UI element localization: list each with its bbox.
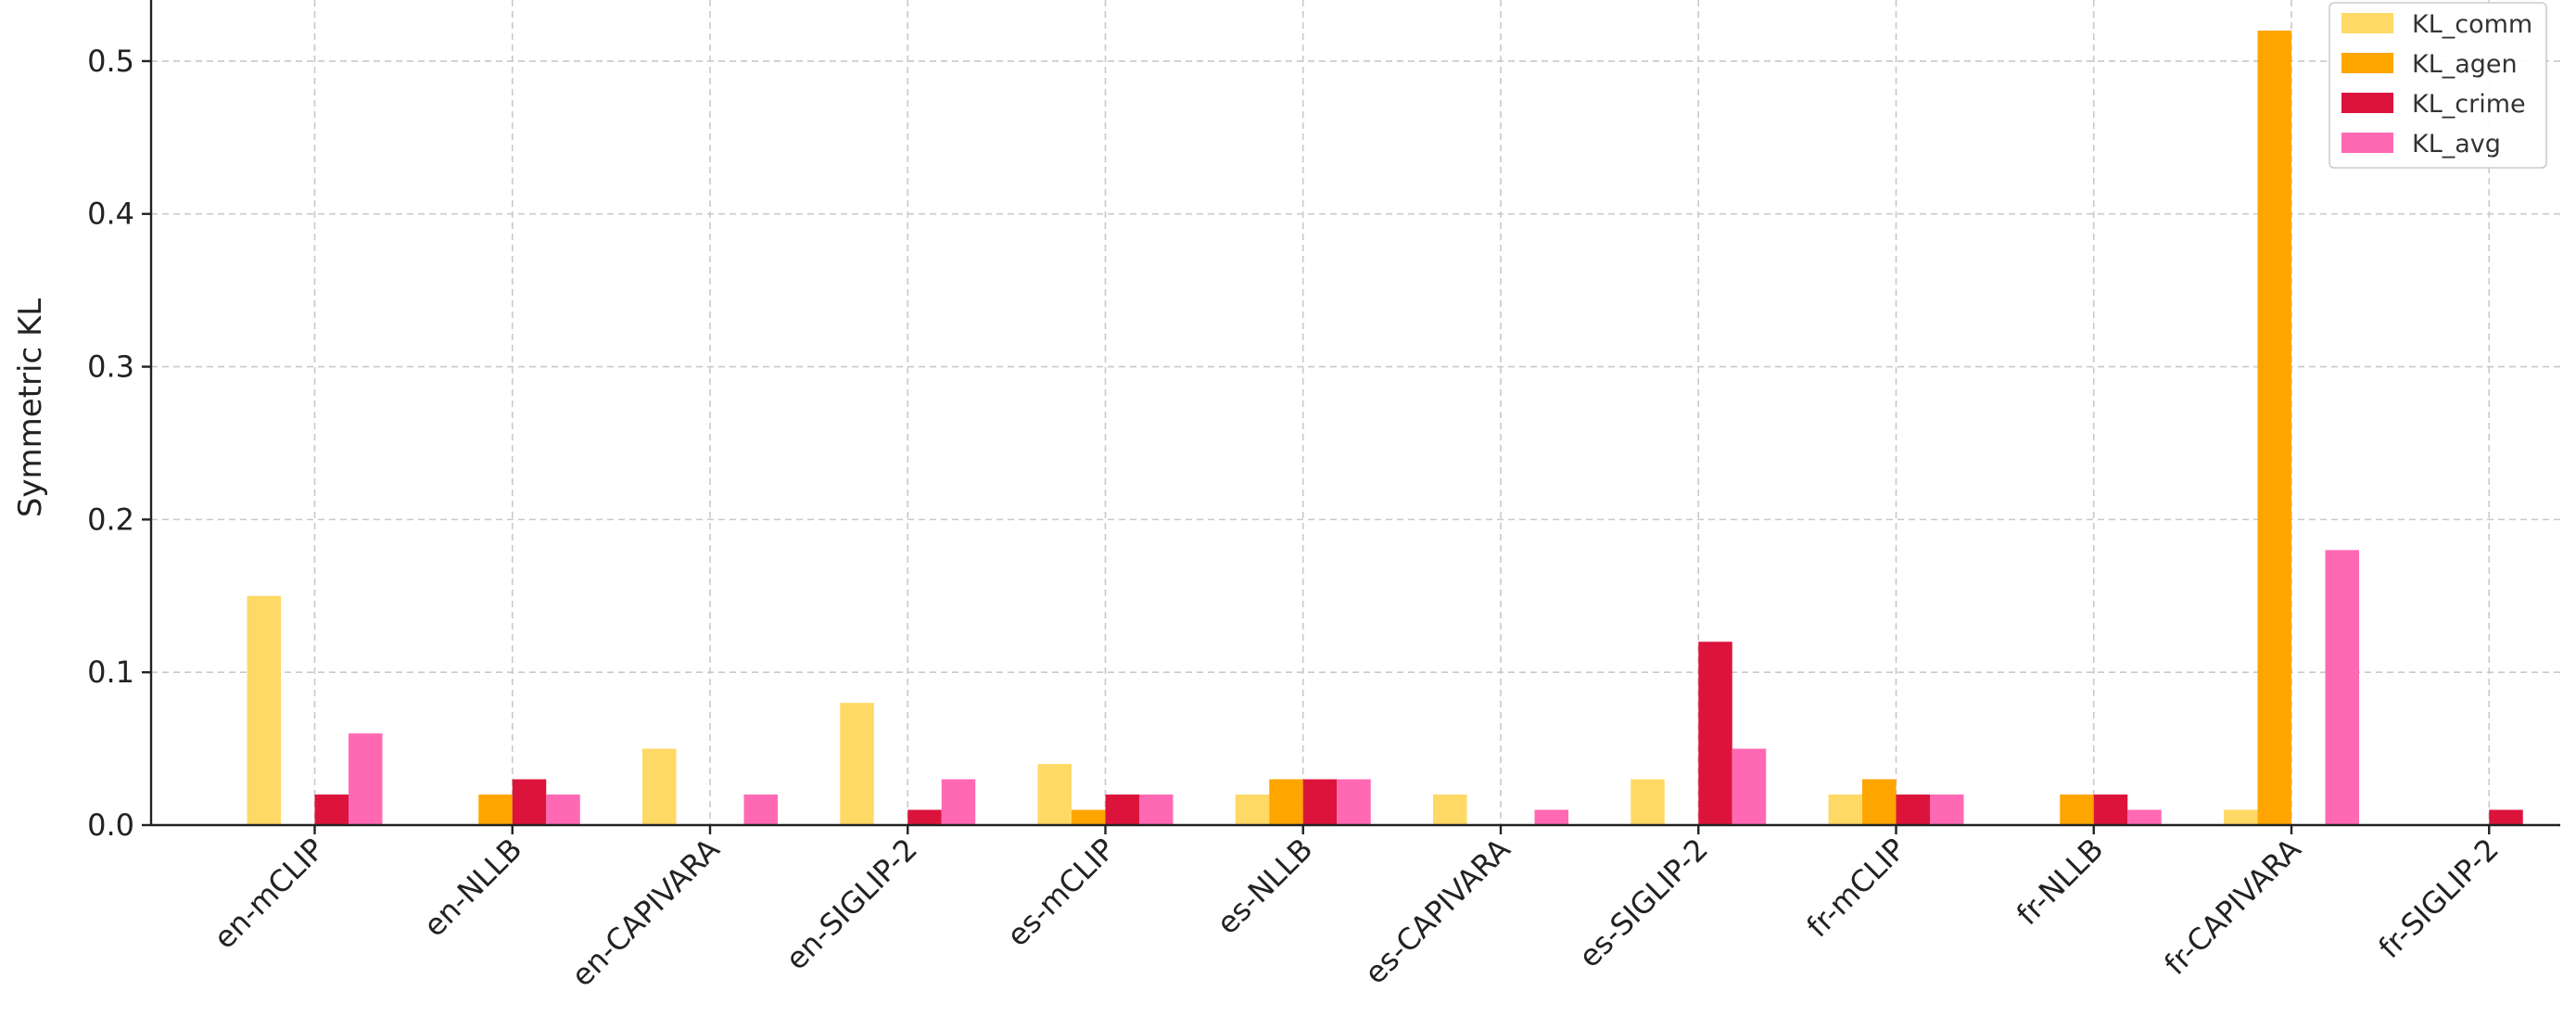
bar-kl-avg	[1139, 795, 1174, 825]
bar-kl-crime	[1896, 795, 1930, 825]
x-tick-label: fr-SIGLIP-2	[2371, 832, 2505, 965]
x-tick-label: en-NLLB	[416, 832, 528, 944]
bar-kl-agen	[2257, 30, 2291, 826]
bar-kl-comm	[1433, 795, 1467, 825]
bar-kl-comm	[1037, 764, 1072, 825]
bar-kl-agen	[1862, 779, 1897, 825]
legend-swatch	[2341, 13, 2393, 33]
bar-kl-crime	[2093, 795, 2128, 825]
x-tick-label: es-CAPIVARA	[1358, 832, 1517, 991]
legend-label: KL_crime	[2412, 90, 2526, 119]
legend-swatch	[2341, 53, 2393, 73]
x-tick-label: es-mCLIP	[1000, 832, 1123, 954]
legend-swatch	[2341, 93, 2393, 113]
bar-kl-agen	[2060, 795, 2094, 825]
y-tick-label: 0.5	[87, 44, 134, 79]
legend: KL_comm KL_agen KL_crime KL_avg	[2329, 2, 2547, 169]
axes	[142, 0, 2560, 834]
bar-kl-avg	[349, 733, 383, 825]
x-tick-label: en-mCLIP	[207, 832, 331, 956]
legend-label: KL_comm	[2412, 10, 2532, 39]
y-tick-label: 0.1	[87, 655, 134, 690]
bar-kl-comm	[840, 703, 874, 825]
legend-box	[2329, 2, 2547, 169]
bar-kl-agen	[1072, 809, 1106, 825]
bar-kl-avg	[2325, 550, 2359, 825]
bar-kl-comm	[2224, 809, 2258, 825]
bar-kl-crime	[2489, 809, 2523, 825]
x-tick-label: es-NLLB	[1210, 832, 1319, 941]
bar-kl-crime	[512, 779, 547, 825]
x-tick-label: en-SIGLIP-2	[779, 832, 924, 977]
bar-kl-comm	[1235, 795, 1270, 825]
bar-kl-crime	[314, 795, 349, 825]
bar-kl-comm	[1828, 795, 1862, 825]
legend-swatch	[2341, 133, 2393, 153]
bar-kl-crime	[907, 809, 942, 825]
bar-kl-comm	[1631, 779, 1665, 825]
bar-kl-crime	[1105, 795, 1139, 825]
bar-kl-crime	[1698, 642, 1732, 825]
y-tick-label: 0.2	[87, 502, 134, 537]
x-tick-label: fr-NLLB	[2010, 832, 2111, 933]
legend-label: KL_avg	[2412, 130, 2501, 159]
bar-kl-comm	[642, 748, 677, 825]
bar-kl-comm	[247, 595, 281, 825]
legend-label: KL_agen	[2412, 50, 2518, 79]
bars	[247, 30, 2523, 826]
bar-kl-avg	[743, 795, 778, 825]
y-tick-label: 0.0	[87, 807, 134, 843]
grid	[151, 0, 2560, 825]
bar-kl-avg	[1732, 748, 1767, 825]
x-tick-label: es-SIGLIP-2	[1572, 832, 1715, 974]
bar-kl-avg	[546, 795, 580, 825]
x-tick-label: fr-mCLIP	[1800, 832, 1913, 945]
bar-kl-avg	[941, 779, 976, 825]
x-tick-label: en-CAPIVARA	[565, 832, 727, 994]
tick-labels: 0.0 0.1 0.2 0.3 0.4 0.5 en-mCLIP en-NLLB en-CAPI…	[87, 44, 2506, 994]
bar-kl-agen	[478, 795, 513, 825]
bar-kl-avg	[1337, 779, 1371, 825]
bar-kl-avg	[2127, 809, 2162, 825]
y-tick-label: 0.3	[87, 350, 134, 385]
y-axis-label: Symmetric KL	[12, 299, 49, 517]
bar-kl-agen	[1269, 779, 1303, 825]
y-tick-label: 0.4	[87, 197, 134, 232]
bar-kl-avg	[1534, 809, 1568, 825]
bar-kl-avg	[1930, 795, 1964, 825]
x-tick-label: fr-CAPIVARA	[2157, 832, 2307, 982]
bar-kl-crime	[1302, 779, 1338, 825]
